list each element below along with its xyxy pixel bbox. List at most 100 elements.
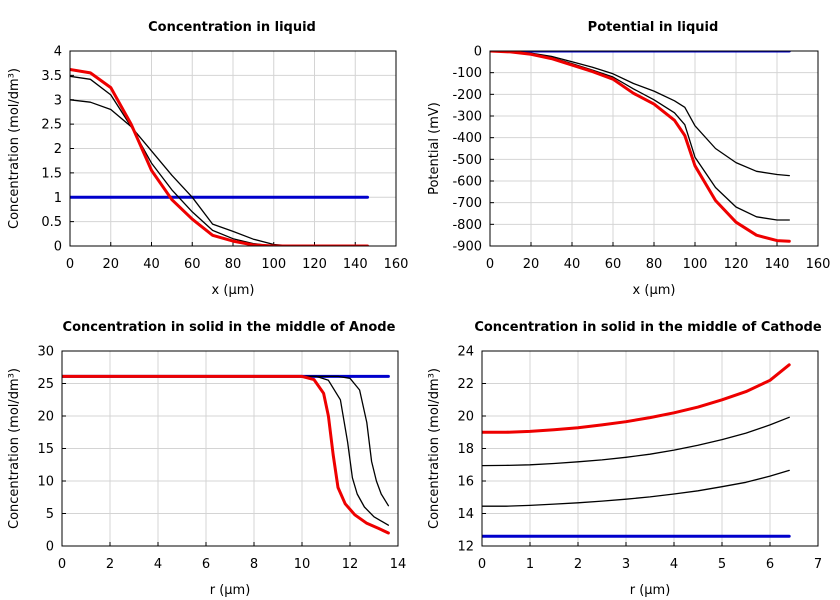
x-axis-label: r (µm)	[210, 583, 251, 598]
x-tick-label: 7	[814, 557, 822, 572]
x-tick-label: 2	[106, 557, 114, 572]
x-tick-label: 120	[724, 257, 749, 272]
y-tick-label: 24	[457, 345, 474, 360]
x-tick-label: 0	[58, 557, 66, 572]
x-tick-label: 2	[574, 557, 582, 572]
x-tick-label: 140	[765, 257, 790, 272]
chart-1: 0 20 40 60 80 100 120 140 160 0 0.5 1 1.5 2 2.5 3 3.5 4 Co…	[7, 20, 408, 298]
y-tick-label: 0.5	[41, 215, 62, 230]
series-line-4	[490, 51, 791, 243]
y-tick-label: 20	[457, 410, 474, 425]
y-axis-label: Concentration (mol/dm³)	[7, 68, 22, 229]
chart-3: 0 2 4 6 8 10 12 14 0 5 10 15 20 25 30 Concentration in …	[7, 320, 406, 598]
plot-frame	[481, 350, 819, 547]
x-tick-label: 40	[143, 257, 160, 272]
y-tick-label: 0	[474, 45, 482, 60]
y-tick-label: 0	[46, 540, 54, 555]
y-tick-label: -700	[452, 196, 482, 211]
series-line-2	[490, 51, 790, 177]
y-tick-label: 3.5	[41, 69, 62, 84]
x-tick-label: 140	[343, 257, 368, 272]
y-tick-label: 2	[54, 142, 62, 157]
y-tick-label: 15	[37, 442, 54, 457]
y-tick-label: -400	[452, 131, 482, 146]
series-line-3	[62, 375, 390, 526]
plot-frame	[489, 50, 819, 247]
chart-title: Concentration in liquid	[148, 20, 316, 35]
y-tick-label: 30	[37, 345, 54, 360]
series-line-2	[62, 375, 390, 507]
y-axis-label: Concentration (mol/dm³)	[427, 368, 442, 529]
y-tick-label: -800	[452, 218, 482, 233]
x-tick-label: 0	[478, 557, 486, 572]
series-group	[62, 374, 390, 535]
x-tick-label: 4	[670, 557, 678, 572]
y-axis-label: Concentration (mol/dm³)	[7, 368, 22, 529]
y-tick-label: 18	[457, 442, 474, 457]
y-tick-label: 1.5	[41, 166, 62, 181]
x-tick-label: 3	[622, 557, 630, 572]
series-line-3	[490, 51, 790, 221]
y-tick-label: 14	[457, 507, 474, 522]
y-tick-label: -500	[452, 153, 482, 168]
x-axis-label: r (µm)	[630, 583, 671, 598]
x-tick-label: 60	[184, 257, 201, 272]
chart-title: Potential in liquid	[588, 20, 719, 35]
y-tick-label: -200	[452, 88, 482, 103]
x-tick-label: 80	[646, 257, 663, 272]
x-tick-label: 10	[294, 557, 311, 572]
y-tick-label: -600	[452, 175, 482, 190]
x-tick-label: 1	[526, 557, 534, 572]
series-line-3	[70, 75, 369, 246]
y-tick-label: -100	[452, 66, 482, 81]
y-tick-label: -900	[452, 240, 482, 255]
x-tick-label: 4	[154, 557, 162, 572]
y-tick-label: 4	[54, 45, 62, 60]
y-tick-label: 0	[54, 240, 62, 255]
series-group	[482, 363, 791, 538]
y-tick-label: 25	[37, 377, 54, 392]
x-tick-label: 0	[486, 257, 494, 272]
series-group	[490, 51, 791, 243]
x-tick-label: 0	[66, 257, 74, 272]
y-tick-label: 5	[46, 507, 54, 522]
chart-2: 0 20 40 60 80 100 120 140 160 0 -100 -200 -300 -400 -5…	[427, 20, 830, 298]
x-tick-label: 6	[766, 557, 774, 572]
y-tick-label: 22	[457, 377, 474, 392]
series-group	[70, 68, 369, 246]
x-tick-label: 12	[342, 557, 359, 572]
y-tick-label: 12	[457, 540, 474, 555]
x-axis-label: x (µm)	[633, 283, 676, 298]
x-tick-label: 20	[102, 257, 119, 272]
y-tick-label: 2.5	[41, 118, 62, 133]
series-line-4	[70, 68, 369, 246]
x-tick-label: 60	[605, 257, 622, 272]
x-tick-label: 40	[564, 257, 581, 272]
plot-frame	[69, 50, 397, 247]
y-axis-label: Potential (mV)	[427, 102, 442, 195]
x-tick-label: 100	[683, 257, 708, 272]
x-tick-label: 5	[718, 557, 726, 572]
chart-title: Concentration in solid in the middle of …	[474, 320, 822, 335]
chart-title: Concentration in solid in the middle of …	[63, 320, 396, 335]
series-line-2	[482, 469, 790, 507]
x-axis-label: x (µm)	[212, 283, 255, 298]
y-tick-label: 20	[37, 410, 54, 425]
x-tick-label: 14	[390, 557, 407, 572]
series-line-3	[482, 416, 790, 467]
series-line-4	[482, 363, 791, 434]
y-tick-label: -300	[452, 110, 482, 125]
y-tick-label: 1	[54, 191, 62, 206]
x-tick-label: 8	[250, 557, 258, 572]
series-line-4	[62, 374, 390, 535]
x-tick-label: 20	[523, 257, 540, 272]
x-tick-label: 160	[384, 257, 409, 272]
x-tick-label: 100	[261, 257, 286, 272]
y-tick-label: 3	[54, 93, 62, 108]
x-tick-label: 120	[302, 257, 327, 272]
x-tick-label: 80	[225, 257, 242, 272]
y-tick-label: 10	[37, 475, 54, 490]
y-tick-label: 16	[457, 475, 474, 490]
x-tick-label: 160	[806, 257, 831, 272]
